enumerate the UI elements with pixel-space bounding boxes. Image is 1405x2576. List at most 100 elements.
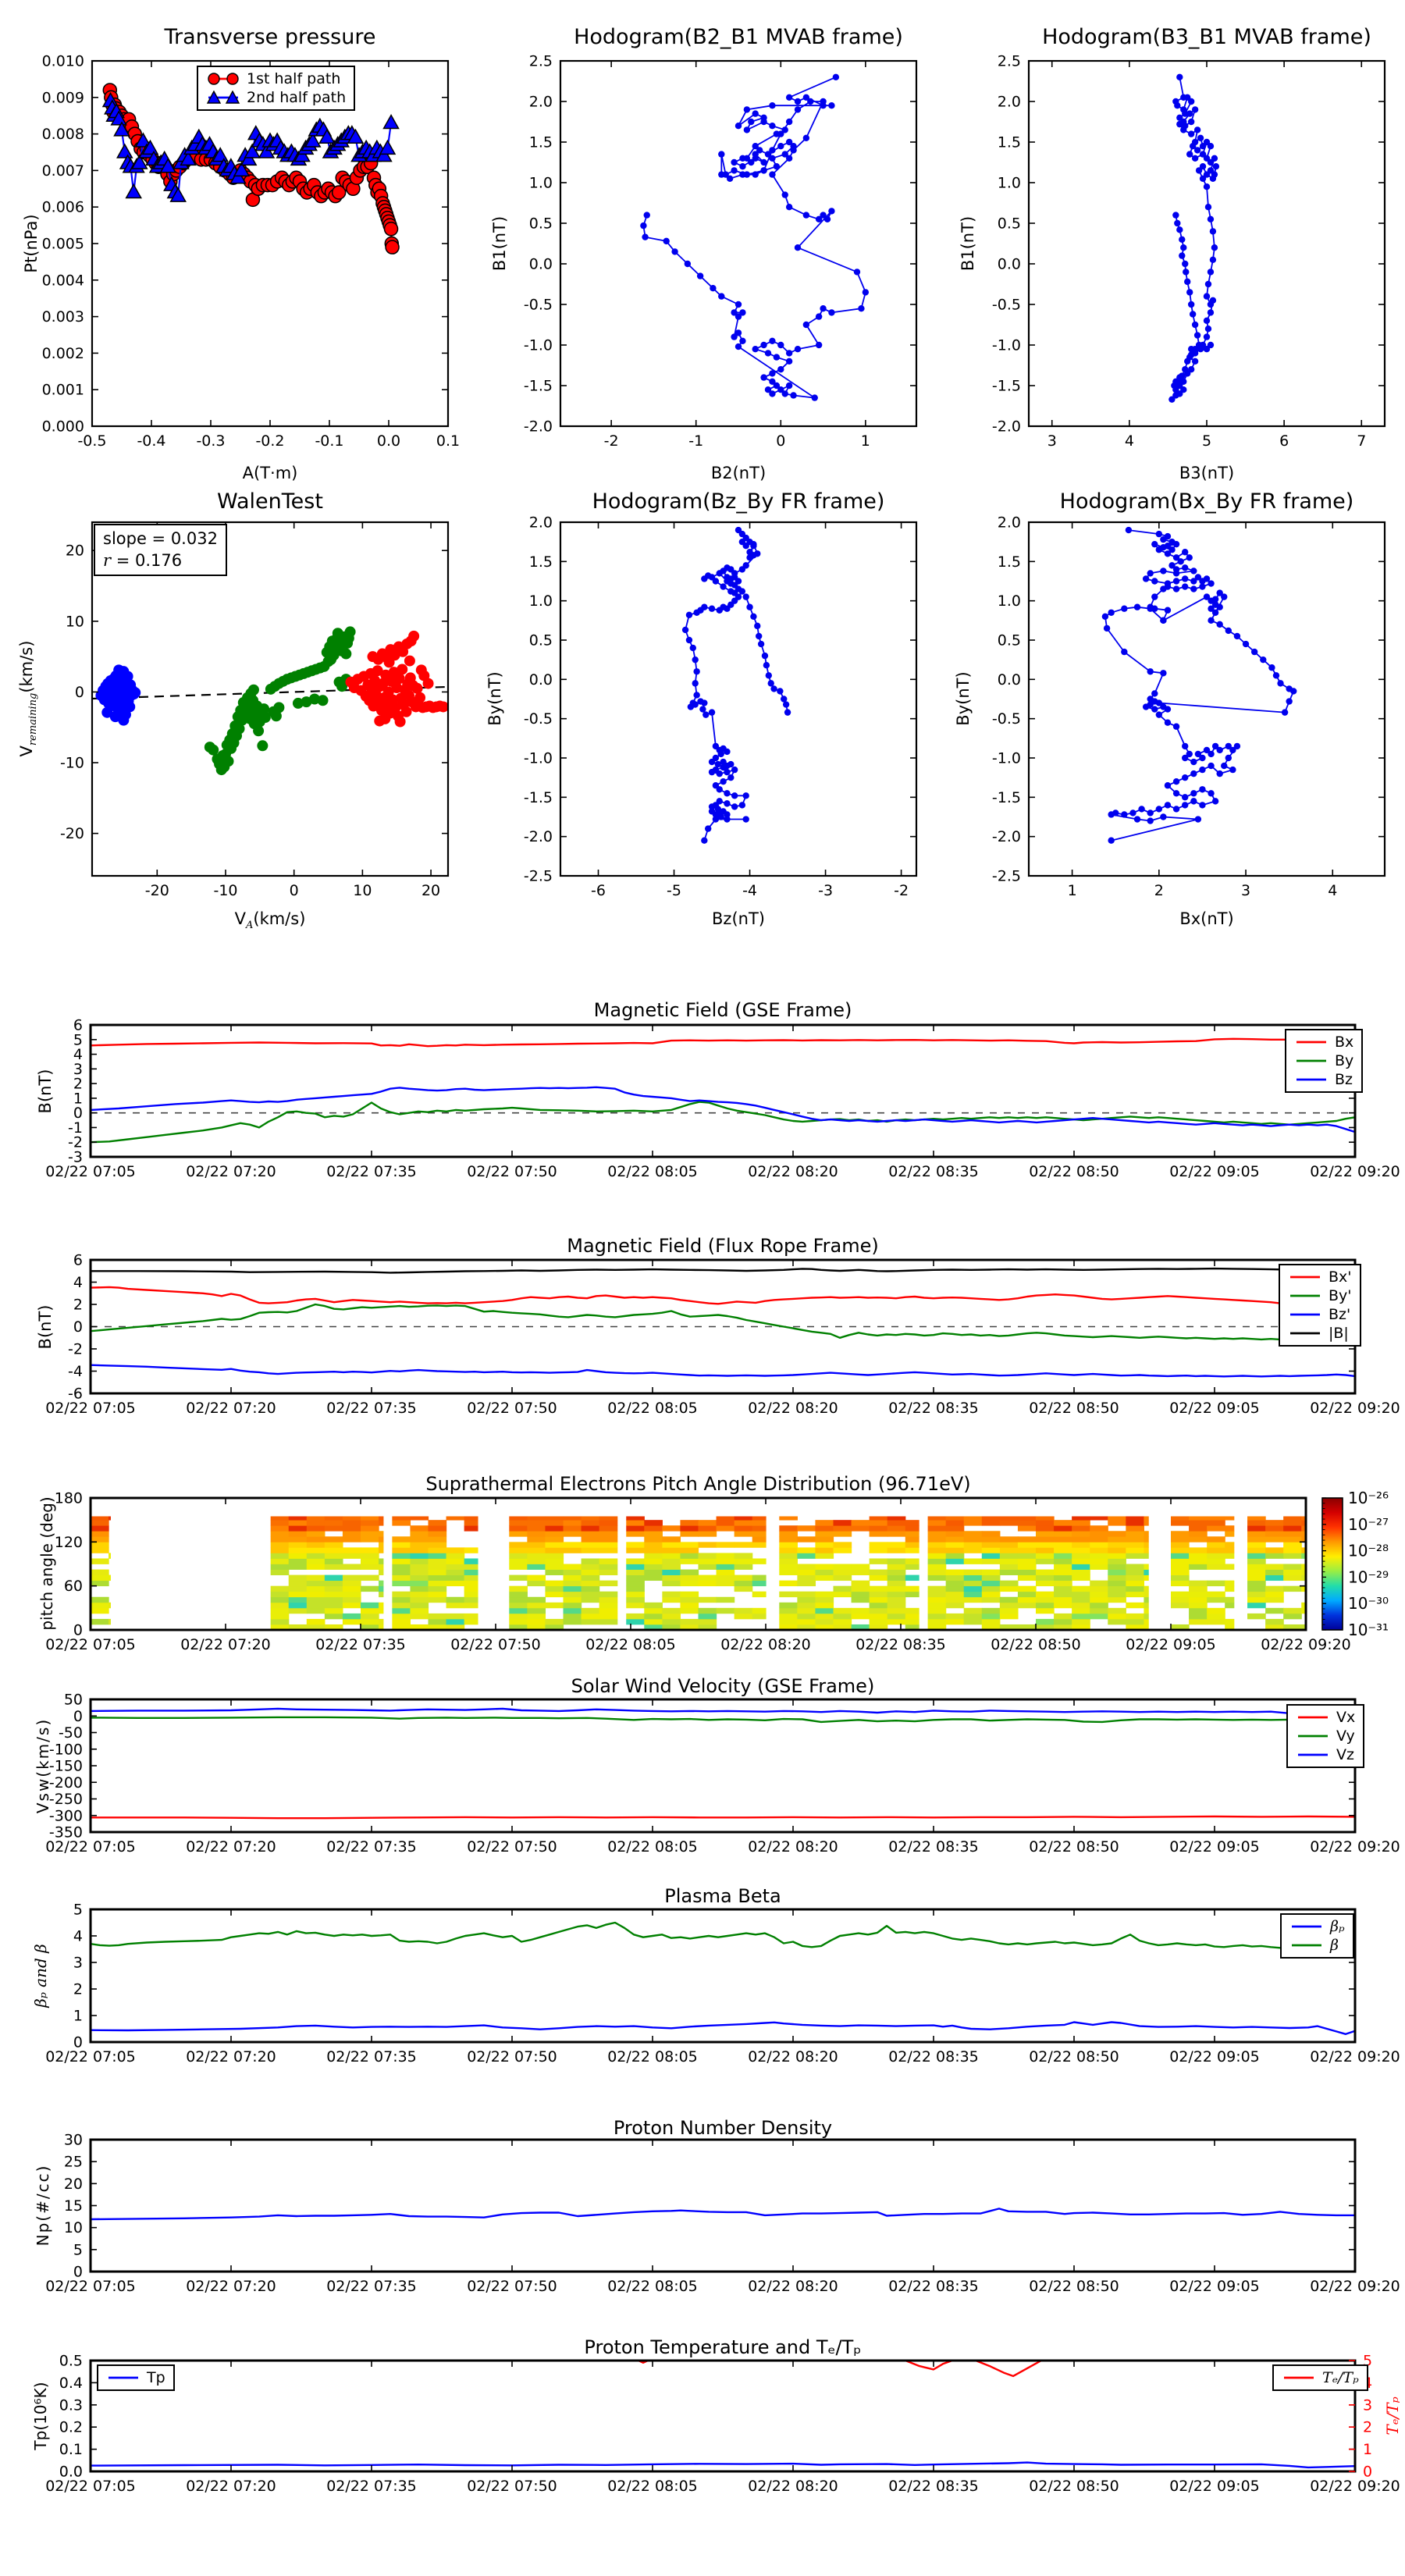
svg-text:02/22 08:20: 02/22 08:20	[720, 1636, 811, 1653]
svg-text:10⁻²⁷: 10⁻²⁷	[1348, 1515, 1389, 1534]
svg-text:3: 3	[1048, 432, 1057, 450]
legend-label: Tp	[147, 2369, 165, 2386]
svg-text:02/22 08:20: 02/22 08:20	[748, 1163, 838, 1180]
svg-text:02/22 08:05: 02/22 08:05	[607, 1838, 698, 1856]
svg-text:0.0: 0.0	[998, 671, 1021, 688]
svg-text:-6: -6	[591, 882, 606, 899]
svg-text:2.0: 2.0	[998, 514, 1021, 532]
panel-hodogram-bx-by: Hodogram(Bx_By FR frame) 1 2 3 4 -2.5 -2.0 -1.…	[937, 488, 1405, 929]
svg-text:3: 3	[1363, 2396, 1372, 2414]
svg-text:02/22 07:50: 02/22 07:50	[467, 2478, 557, 2495]
svg-text:-1.5: -1.5	[992, 789, 1021, 806]
svg-text:0.0: 0.0	[377, 432, 400, 450]
panel-walen-test: WalenTest -20 -10 0 10 20 -20 -10 0 10 20 Vremain…	[0, 488, 468, 932]
y-axis-label: Vremaining(km/s)	[17, 640, 40, 757]
svg-text:6: 6	[73, 1017, 83, 1034]
svg-text:02/22 07:35: 02/22 07:35	[326, 1838, 417, 1856]
svg-text:02/22 09:20: 02/22 09:20	[1310, 2048, 1400, 2065]
legend-label: Vz	[1336, 1746, 1354, 1763]
x-axis-label: Bz(nT)	[712, 909, 765, 928]
line-legend-sample	[1297, 1078, 1326, 1081]
hodogram-bz-by-plot: -6 -5 -4 -3 -2 -2.5 -2.0 -1.5 -1.0 -0.5 0.0 0.5 1.0 1…	[524, 514, 918, 899]
svg-text:02/22 07:05: 02/22 07:05	[45, 1163, 136, 1180]
legend-item: By'	[1288, 1287, 1352, 1304]
line-legend-sample	[108, 2376, 138, 2379]
svg-text:02/22 09:05: 02/22 09:05	[1169, 1400, 1260, 1417]
svg-text:-0.5: -0.5	[524, 297, 553, 314]
x-axis-label: VA(km/s)	[234, 909, 306, 932]
svg-text:0: 0	[73, 1318, 83, 1336]
walen-fit-annotation: slope = 0.032 r = 0.176	[94, 524, 227, 576]
svg-text:02/22 08:50: 02/22 08:50	[1029, 2278, 1119, 2295]
svg-text:0.000: 0.000	[42, 418, 84, 436]
legend-label: By	[1335, 1052, 1354, 1069]
svg-text:02/22 09:05: 02/22 09:05	[1169, 1163, 1260, 1180]
line-legend-sample	[1290, 1276, 1320, 1279]
svg-text:1: 1	[73, 1090, 83, 1107]
y-axis-label: B1(nT)	[959, 215, 977, 272]
svg-text:15: 15	[64, 2197, 83, 2215]
svg-text:02/22 09:20: 02/22 09:20	[1310, 1838, 1400, 1856]
svg-text:02/22 09:05: 02/22 09:05	[1126, 1636, 1216, 1653]
svg-text:-1.5: -1.5	[992, 378, 1021, 395]
legend-item: 1st half path	[206, 70, 346, 87]
svg-text:-4: -4	[68, 1363, 83, 1380]
svg-text:1.5: 1.5	[998, 553, 1021, 571]
panel-title: Magnetic Field (Flux Rope Frame)	[567, 1235, 879, 1257]
svg-text:6: 6	[1279, 432, 1289, 450]
svg-text:02/22 08:35: 02/22 08:35	[888, 2478, 979, 2495]
svg-text:6: 6	[73, 1252, 83, 1269]
svg-text:02/22 07:20: 02/22 07:20	[180, 1636, 271, 1653]
legend-item: By	[1294, 1052, 1353, 1069]
svg-text:02/22 07:05: 02/22 07:05	[45, 2048, 136, 2065]
svg-text:02/22 08:35: 02/22 08:35	[888, 1400, 979, 1417]
circle-legend-sample	[208, 73, 239, 85]
svg-text:02/22 07:05: 02/22 07:05	[45, 2278, 136, 2295]
svg-text:2.0: 2.0	[529, 94, 553, 111]
svg-text:02/22 08:50: 02/22 08:50	[1029, 1838, 1119, 1856]
svg-text:-100: -100	[49, 1741, 83, 1758]
legend-label: Bx'	[1329, 1268, 1352, 1286]
svg-text:0: 0	[290, 882, 299, 899]
svg-text:10⁻²⁹: 10⁻²⁹	[1348, 1567, 1389, 1586]
svg-text:1.0: 1.0	[529, 175, 553, 192]
svg-text:0.004: 0.004	[42, 272, 84, 289]
svg-text:1: 1	[1068, 882, 1077, 899]
svg-text:2: 2	[73, 1076, 83, 1093]
triangle-legend-sample	[206, 91, 240, 104]
line-legend-sample	[1298, 1735, 1328, 1738]
svg-text:0.1: 0.1	[59, 2441, 83, 2458]
line-legend-sample	[1297, 1041, 1326, 1044]
svg-text:0.5: 0.5	[529, 632, 553, 649]
svg-text:02/22 09:05: 02/22 09:05	[1169, 2478, 1260, 2495]
svg-text:0.007: 0.007	[42, 162, 84, 180]
svg-text:0.009: 0.009	[42, 89, 84, 106]
x-axis-label: B3(nT)	[1179, 464, 1235, 482]
svg-text:10⁻²⁶: 10⁻²⁶	[1348, 1489, 1389, 1507]
svg-text:-0.5: -0.5	[992, 297, 1021, 314]
svg-text:10: 10	[66, 613, 84, 630]
svg-text:-2: -2	[894, 882, 909, 899]
svg-text:5: 5	[1202, 432, 1211, 450]
svg-text:02/22 08:35: 02/22 08:35	[888, 2278, 979, 2295]
svg-text:-0.4: -0.4	[137, 432, 165, 450]
svg-text:-1.0: -1.0	[992, 337, 1021, 354]
y-axis-label: By(nT)	[486, 671, 504, 726]
svg-text:-3: -3	[818, 882, 833, 899]
svg-text:0.2: 0.2	[59, 2419, 83, 2436]
svg-text:02/22 07:50: 02/22 07:50	[450, 1636, 541, 1653]
svg-text:-2: -2	[604, 432, 619, 450]
legend-label: 1st half path	[247, 70, 341, 87]
svg-text:20: 20	[66, 543, 84, 560]
svg-text:02/22 07:35: 02/22 07:35	[326, 1163, 417, 1180]
svg-text:3: 3	[73, 1061, 83, 1078]
svg-text:02/22 09:20: 02/22 09:20	[1310, 1400, 1400, 1417]
svg-text:20: 20	[64, 2176, 83, 2193]
svg-text:02/22 08:50: 02/22 08:50	[1029, 1163, 1119, 1180]
panel-plasma-beta: Plasma Beta 02/22 07:05 02/22 07:20 02/22 …	[0, 1881, 1405, 2108]
svg-text:0.0: 0.0	[529, 256, 553, 273]
x-axis-label: A(T⋅m)	[242, 464, 298, 482]
svg-text:02/22 07:35: 02/22 07:35	[326, 1400, 417, 1417]
svg-text:-0.5: -0.5	[524, 710, 553, 728]
svg-text:02/22 08:35: 02/22 08:35	[855, 1636, 946, 1653]
